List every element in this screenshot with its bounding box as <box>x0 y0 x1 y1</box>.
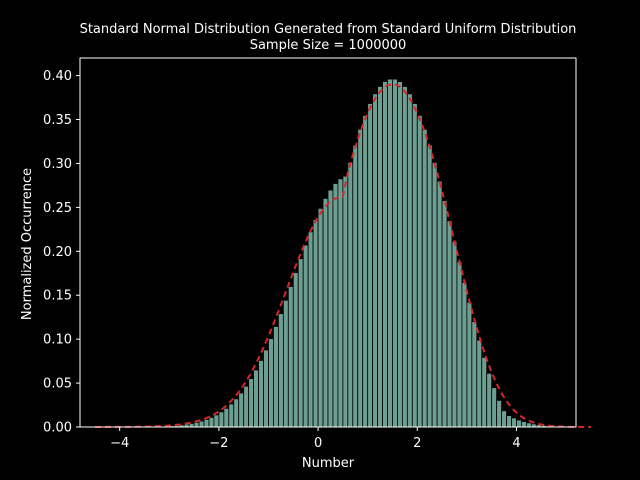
y-axis-label: Normalized Occurrence <box>20 168 35 320</box>
histogram-bar <box>292 272 299 428</box>
histogram-bar <box>451 240 458 428</box>
histogram-bar <box>243 385 250 428</box>
histogram-bar <box>496 399 503 428</box>
histogram-bar <box>302 244 309 428</box>
histogram-bar <box>436 180 443 428</box>
x-axis-label: Number <box>302 456 355 471</box>
histogram-bar <box>486 372 493 428</box>
histogram-bar <box>411 103 418 428</box>
plot-frame <box>79 57 577 428</box>
histogram-bar <box>317 207 324 428</box>
histogram-bar <box>342 175 349 428</box>
histogram-bar <box>362 115 369 428</box>
x-axis-ticks: −4 −2 0 2 4 <box>110 427 521 451</box>
histogram-bar <box>213 414 220 428</box>
histogram-bar <box>263 349 269 428</box>
histogram-bar <box>322 197 329 428</box>
y-tick-label: 0.05 <box>43 377 72 392</box>
histogram-bar <box>406 93 413 428</box>
histogram-bar <box>521 421 527 428</box>
histogram-bar <box>297 258 304 428</box>
histogram-bar <box>327 189 334 428</box>
histogram-bar <box>382 81 388 428</box>
histogram-bar <box>461 281 468 428</box>
histogram-bar <box>307 231 314 428</box>
histogram-bar <box>501 410 507 428</box>
histogram-bar <box>287 286 294 428</box>
histogram-bar <box>511 417 517 428</box>
histogram-bar <box>347 162 354 428</box>
histogram-bar <box>223 407 230 428</box>
histogram-bar <box>198 420 205 428</box>
histogram-bar <box>193 421 200 428</box>
histogram-bar <box>421 128 428 428</box>
histogram-bar <box>392 78 398 428</box>
histogram-bar <box>506 415 512 428</box>
histogram-bar <box>456 261 463 428</box>
y-tick-label: 0.10 <box>43 333 72 348</box>
histogram-bar <box>471 321 478 428</box>
histogram-bar <box>352 144 359 428</box>
histogram-bar <box>332 183 339 428</box>
histogram-bar <box>208 416 215 428</box>
histogram-bar <box>377 86 383 428</box>
histogram-bar <box>476 339 483 428</box>
histogram-bar <box>441 200 448 428</box>
histogram-bar <box>491 387 498 428</box>
y-tick-label: 0.00 <box>43 421 72 436</box>
histogram-bar <box>526 422 532 428</box>
histogram-bar <box>188 422 195 428</box>
histogram-bar <box>431 162 438 428</box>
histogram-bar <box>516 419 522 428</box>
histogram-bar <box>238 392 245 428</box>
histogram-bars <box>119 78 592 428</box>
histogram-bar <box>253 369 259 428</box>
y-tick-label: 0.40 <box>43 69 72 84</box>
histogram-bar <box>277 313 284 428</box>
y-tick-label: 0.15 <box>43 289 72 304</box>
histogram-bar <box>481 356 488 428</box>
x-tick-label: 2 <box>413 436 421 451</box>
histogram-bar <box>367 103 374 428</box>
histogram-bar <box>426 144 433 428</box>
x-tick-label: −4 <box>110 436 129 451</box>
histogram-bar <box>337 178 344 428</box>
histogram-bar <box>372 93 379 428</box>
histogram-bar <box>282 299 289 428</box>
histogram-bar <box>273 326 279 428</box>
y-tick-label: 0.20 <box>43 245 72 260</box>
histogram-bar <box>312 219 319 428</box>
x-tick-label: 4 <box>512 436 520 451</box>
histogram-bar <box>248 378 254 428</box>
histogram-bar <box>233 398 240 428</box>
histogram-bar <box>258 359 264 428</box>
x-tick-label: 0 <box>314 436 322 451</box>
histogram-bar <box>387 78 393 428</box>
x-tick-label: −2 <box>209 436 228 451</box>
histogram-bar <box>401 86 408 428</box>
histogram-bar <box>228 403 235 428</box>
histogram-bar <box>218 411 225 428</box>
y-tick-label: 0.30 <box>43 157 72 172</box>
y-axis-ticks: 0.00 0.05 0.10 0.15 0.20 0.25 0.30 0.35 0.40 <box>43 69 80 436</box>
histogram-bar <box>446 220 453 428</box>
normal-pdf-curve <box>94 83 591 428</box>
chart-title: Standard Normal Distribution Generated f… <box>80 22 577 37</box>
histogram-bar <box>397 81 403 428</box>
histogram-bar <box>466 301 473 428</box>
histogram-bar <box>203 419 210 428</box>
y-tick-label: 0.35 <box>43 113 72 128</box>
y-tick-label: 0.25 <box>43 201 72 216</box>
histogram-bar <box>416 115 423 428</box>
histogram-bar <box>357 128 364 428</box>
chart-subtitle: Sample Size = 1000000 <box>250 38 407 53</box>
histogram-bar <box>268 338 274 428</box>
